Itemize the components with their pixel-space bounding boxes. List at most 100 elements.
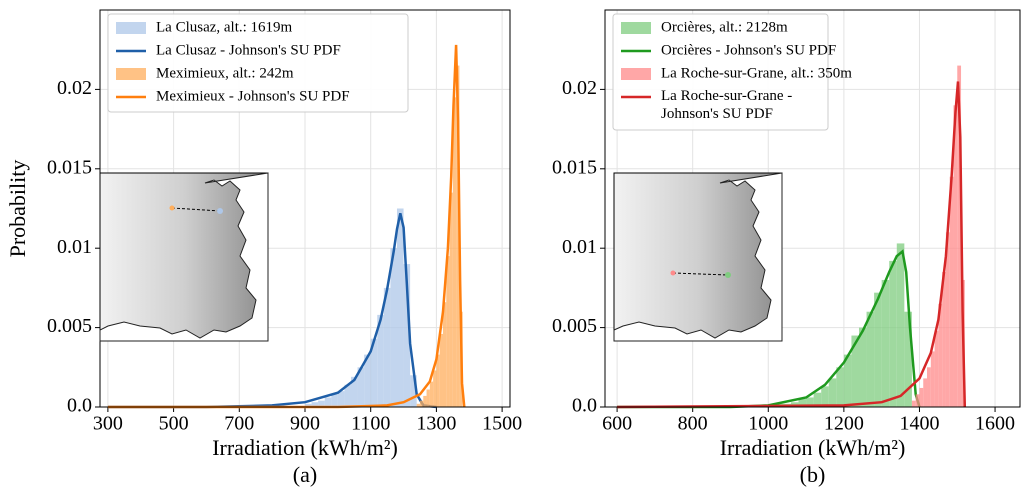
y-tick-label: 0.015 xyxy=(47,156,92,178)
hist-bar xyxy=(311,402,319,407)
x-tick-label: 1400 xyxy=(899,413,939,435)
legend-label: La Roche-sur-Grane -Johnson's SU PDF xyxy=(661,88,792,122)
hist-bar xyxy=(396,208,404,407)
inset-sea xyxy=(613,172,783,342)
x-tick-label: 1200 xyxy=(824,413,864,435)
pdf-line xyxy=(617,249,921,409)
hist-bar xyxy=(843,354,852,407)
x-tick-label: 1000 xyxy=(748,413,788,435)
hist-bar xyxy=(357,367,365,407)
hist-bar xyxy=(821,386,829,407)
hist-bar xyxy=(919,387,924,407)
x-tick-label: 300 xyxy=(93,413,123,435)
y-tick-label: 0.02 xyxy=(562,77,597,99)
hist-bar xyxy=(416,403,420,407)
legend-swatch xyxy=(116,68,146,80)
hist-bar xyxy=(433,370,437,407)
hist-bar xyxy=(419,400,424,407)
hist-bar xyxy=(904,311,912,407)
legend-label: La Roche-sur-Grane, alt.: 350m xyxy=(661,65,852,81)
y-tick-label: 0.0 xyxy=(572,395,597,417)
x-tick-label: 700 xyxy=(224,413,254,435)
hist-bar xyxy=(889,260,897,407)
hist-bar xyxy=(798,399,807,407)
hist-bar xyxy=(439,333,443,407)
pdf-line xyxy=(617,81,967,409)
hist-bar xyxy=(390,248,397,407)
pdf-line xyxy=(107,213,437,409)
hist-bar xyxy=(377,314,384,407)
y-axis-label: Probability xyxy=(5,160,30,258)
inset-sea xyxy=(99,172,269,342)
hist-bar xyxy=(866,311,875,407)
y-tick-label: 0.01 xyxy=(562,236,597,258)
hist-bar xyxy=(957,65,962,407)
hist-bar xyxy=(927,367,931,407)
hist-bar xyxy=(934,330,939,407)
hist-bar xyxy=(331,394,338,407)
inset-route xyxy=(672,272,729,276)
x-tick-label: 500 xyxy=(159,413,189,435)
x-axis-label: Irradiation (kWh/m²) xyxy=(212,435,398,460)
y-tick-label: 0.01 xyxy=(57,236,92,258)
hist-bar xyxy=(911,400,916,407)
hist-bar xyxy=(383,287,391,407)
hist-bar xyxy=(938,303,943,407)
hist-bar xyxy=(426,389,430,407)
hist-bar xyxy=(324,397,332,407)
hist-bar xyxy=(446,256,450,407)
x-tick-label: 1600 xyxy=(975,413,1015,435)
hist-bar xyxy=(370,338,378,407)
inset-site xyxy=(725,272,731,278)
x-tick-label: 1500 xyxy=(482,413,522,435)
pdf-line xyxy=(107,44,466,409)
hist-bar xyxy=(452,97,457,407)
x-tick-label: 1100 xyxy=(351,413,390,435)
hist-bar xyxy=(410,375,417,407)
hist-bar xyxy=(436,354,440,407)
legend-swatch xyxy=(116,22,146,34)
hist-bar xyxy=(949,176,954,407)
hist-bar xyxy=(813,392,822,407)
y-tick-label: 0.015 xyxy=(552,156,597,178)
hist-bar xyxy=(403,264,411,407)
hist-bar xyxy=(858,327,867,407)
inset-route xyxy=(171,207,221,212)
hist-bar xyxy=(945,232,950,407)
hist-bar xyxy=(851,335,859,407)
inset-site xyxy=(670,270,676,276)
caption: (b) xyxy=(800,462,826,487)
legend-swatch xyxy=(621,22,651,34)
hist-bar xyxy=(923,378,928,407)
hist-bar xyxy=(318,400,325,407)
x-tick-label: 600 xyxy=(602,413,632,435)
y-tick-label: 0.0 xyxy=(67,395,92,417)
hist-bar xyxy=(881,279,890,407)
legend-label: Meximieux - Johnson's SU PDF xyxy=(156,88,350,104)
y-tick-label: 0.02 xyxy=(57,77,92,99)
hist-bar xyxy=(828,378,837,407)
inset-site xyxy=(169,205,175,211)
hist-bar xyxy=(806,397,814,407)
hist-bar xyxy=(449,192,453,407)
hist-bar xyxy=(896,243,905,407)
legend-label: Orcières, alt.: 2128m xyxy=(661,19,788,35)
legend-swatch xyxy=(621,68,651,80)
hist-bar xyxy=(836,367,844,407)
hist-bar xyxy=(442,302,447,407)
inset-site xyxy=(217,208,223,214)
x-axis-label: Irradiation (kWh/m²) xyxy=(720,435,906,460)
x-tick-label: 1300 xyxy=(416,413,456,435)
hist-bar xyxy=(429,381,434,407)
hist-bar xyxy=(337,391,345,407)
hist-bar xyxy=(874,292,882,407)
hist-bar xyxy=(930,351,935,407)
legend-box xyxy=(612,13,829,131)
hist-bar xyxy=(915,394,920,407)
legend-box xyxy=(107,13,409,113)
x-tick-label: 800 xyxy=(678,413,708,435)
axes-frame xyxy=(604,9,1021,408)
legend-label: La Clusaz - Johnson's SU PDF xyxy=(156,42,341,58)
